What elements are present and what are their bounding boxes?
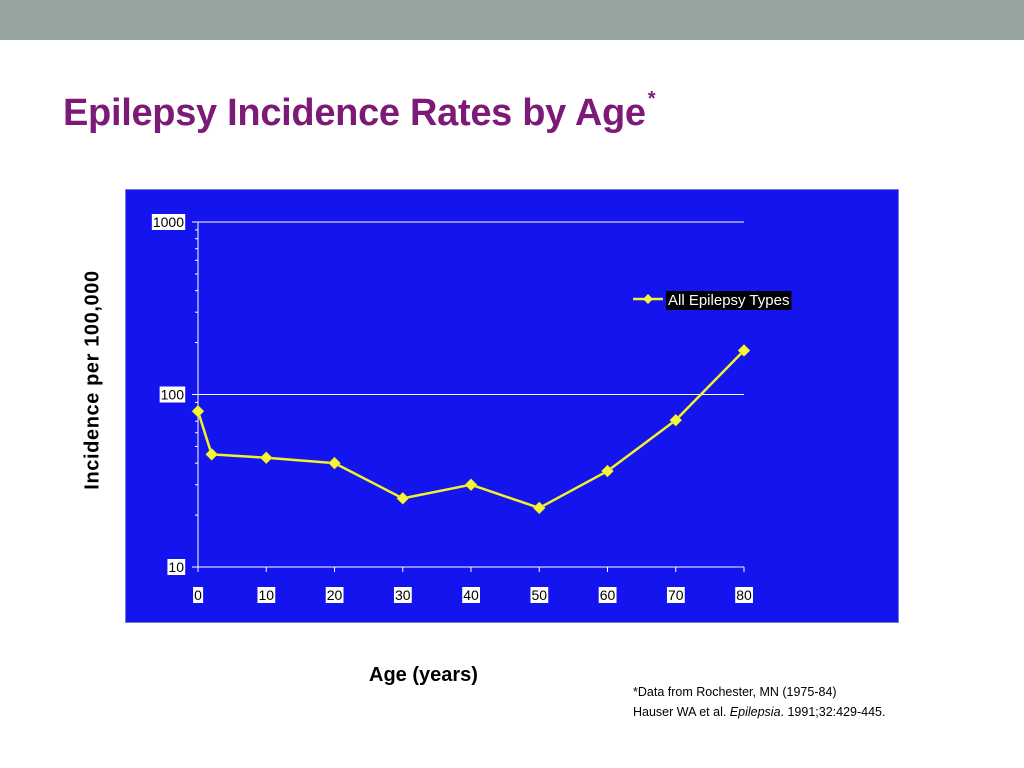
y-tick-label-100: 100 [161,387,185,403]
chart-panel: 10 100 1000 0 10 20 30 40 50 60 70 80 All Epilepsy T… [125,189,899,623]
data-point [464,478,478,492]
x-tick-label-60-bg [598,587,617,603]
footnote-citation: Hauser WA et al. Epilepsia. 1991;32:429-… [633,702,886,722]
data-point [601,464,614,478]
top-banner [0,0,1024,40]
slide-title-text: Epilepsy Incidence Rates by Age [63,92,646,134]
data-point [396,492,410,505]
x-tick-label-10-bg [257,587,276,603]
y-tick-label-10: 10 [168,559,184,575]
x-tick-label-10: 10 [258,587,274,603]
footnote: *Data from Rochester, MN (1975-84) Hause… [633,682,886,722]
title-footnote-marker: * [647,88,656,111]
data-point [205,447,219,461]
x-tick-label-80-bg [735,587,753,603]
line-chart: 10 100 1000 0 10 20 30 40 50 60 70 80 All Epilepsy T… [151,214,792,603]
legend-label-bg [666,291,792,310]
x-tick-label-60: 60 [600,587,616,603]
x-tick-label-40-bg [462,587,480,603]
data-point [191,404,205,418]
y-axis-label: Incidence per 100,000 [81,270,104,490]
data-point [259,451,273,465]
x-tick-label-30: 30 [395,587,411,603]
series-line [196,349,745,510]
x-tick-label-30-bg [393,587,412,603]
x-tick-label-40: 40 [463,587,479,603]
x-tick-label-80: 80 [736,587,752,603]
x-tick-label-20-bg [325,587,344,603]
data-point [328,456,341,470]
x-tick-label-50-bg [530,587,549,603]
legend-marker [643,294,653,304]
y-tick-label-100-bg [159,386,186,403]
y-tick-label-10-bg [167,559,186,575]
citation-authors: Hauser WA et al. [633,705,730,719]
data-point [532,501,546,515]
x-tick-label-50: 50 [531,587,547,603]
data-point [669,413,683,427]
x-axis-label: Age (years) [369,664,478,686]
citation-details: . 1991;32:429-445 [780,705,883,719]
slide-title: Epilepsy Incidence Rates by Age * [63,88,656,135]
legend-label: All Epilepsy Types [668,292,789,309]
citation-journal: Epilepsia [729,705,781,719]
citation-end: . [882,705,886,719]
y-tick-label-1000-bg [151,214,186,230]
x-tick-label-20: 20 [327,587,343,603]
x-tick-label-0-bg [193,587,204,603]
y-tick-label-1000: 1000 [153,214,184,230]
footnote-source: *Data from Rochester, MN (1975-84) [633,685,837,699]
x-tick-label-70: 70 [668,587,684,603]
data-point [737,344,751,357]
x-tick-label-0: 0 [194,587,202,603]
x-tick-label-70-bg [666,587,685,603]
